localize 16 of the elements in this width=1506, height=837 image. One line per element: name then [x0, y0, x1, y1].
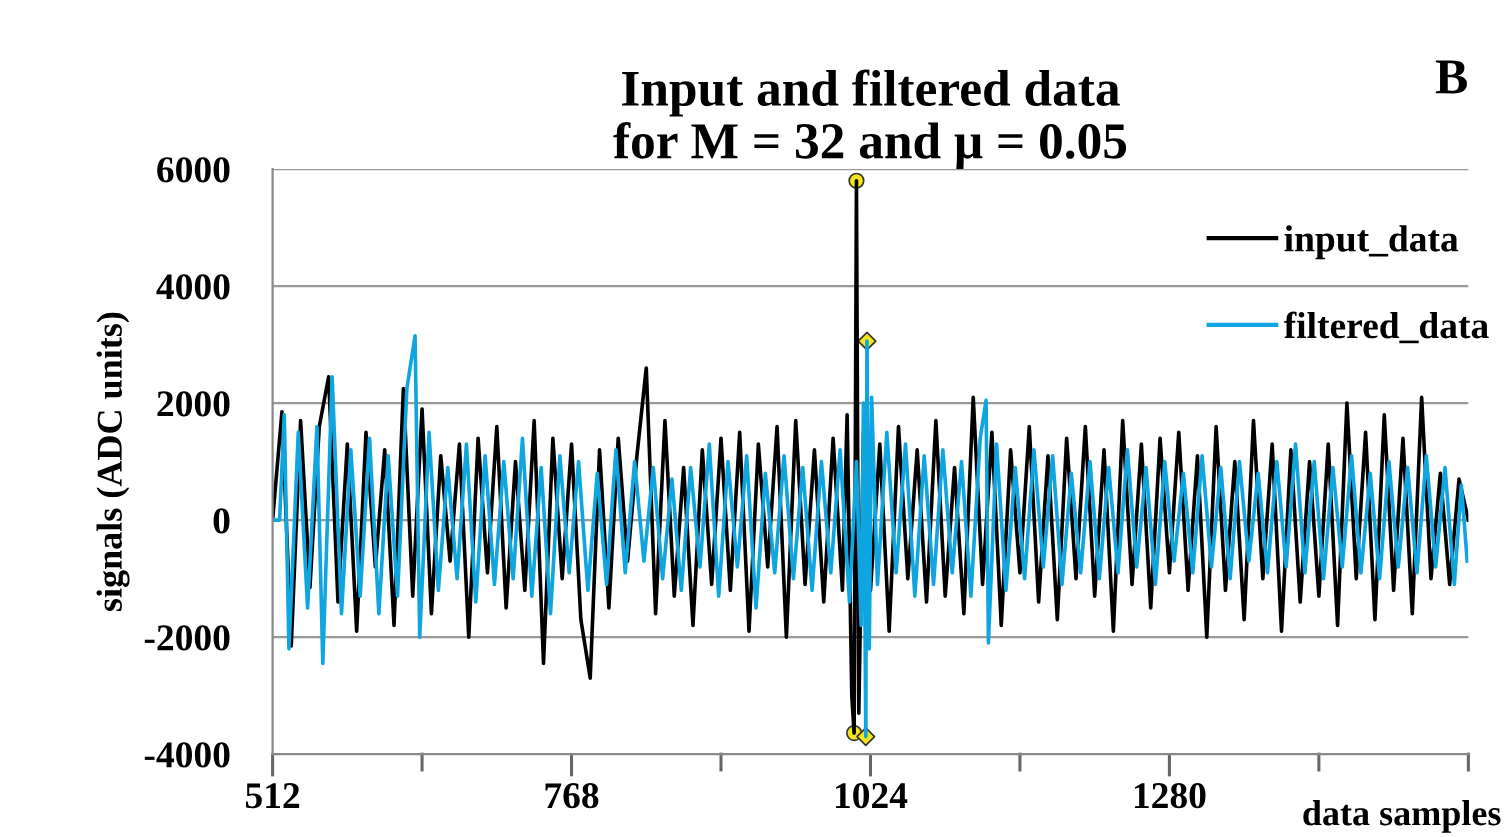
- text: B: [1435, 60, 1467, 94]
- y-tick-label: -2000: [144, 625, 230, 651]
- y-tick-label: 0: [213, 508, 230, 534]
- y-tick-label: 2000: [157, 391, 230, 417]
- y-tick-label: -4000: [144, 742, 230, 768]
- x-tick-label: 1280: [1134, 783, 1206, 809]
- y-tick-label: 4000: [156, 274, 230, 300]
- legend-label: filtered_data: [1283, 311, 1489, 344]
- x-tick-label: 768: [545, 783, 599, 809]
- y-axis-title: signals (ADC units): [96, 312, 130, 611]
- x-axis-title: data samples: [1303, 800, 1501, 833]
- x-tick-label: 512: [245, 783, 300, 809]
- chart-title: Input and filtered data for M = 32 and μ = 0.05: [613, 69, 1127, 170]
- legend-label: input_data: [1284, 225, 1459, 260]
- x-tick-label: 1024: [835, 783, 908, 809]
- y-tick-label: 6000: [157, 157, 230, 183]
